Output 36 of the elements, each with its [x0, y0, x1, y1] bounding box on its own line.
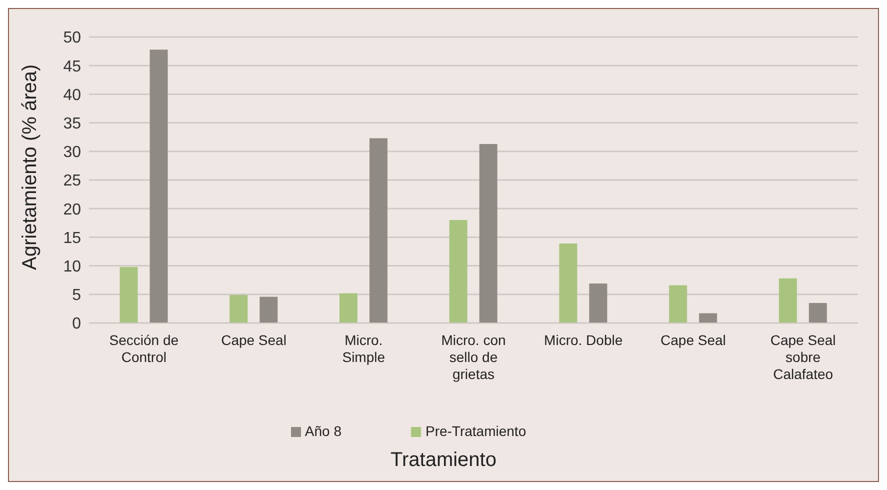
y-tick-label: 15 — [63, 230, 82, 247]
x-axis-title: Tratamiento — [390, 449, 498, 472]
bar — [699, 313, 718, 323]
bar — [120, 266, 138, 323]
bar — [559, 243, 578, 323]
y-tick-label: 25 — [63, 172, 82, 190]
legend-label: Año 8 — [304, 423, 342, 439]
x-tick-label: Cape Seal — [221, 332, 286, 348]
y-tick-label: 10 — [63, 258, 82, 276]
bar — [369, 138, 388, 323]
bar — [260, 296, 278, 323]
bar — [230, 294, 248, 323]
y-tick-label: 40 — [63, 86, 82, 104]
x-tick-label: Micro. Doble — [544, 332, 623, 348]
y-tick-label: 50 — [63, 30, 82, 47]
y-tick-label: 5 — [72, 287, 82, 304]
bar — [808, 302, 827, 323]
y-tick-label: 30 — [63, 144, 82, 162]
bar — [449, 220, 468, 323]
bar — [778, 278, 797, 323]
y-tick-label: 0 — [72, 316, 82, 333]
y-tick-label: 20 — [63, 201, 82, 218]
bar — [589, 284, 608, 323]
x-tick-label: Micro. Simple — [342, 332, 386, 365]
x-tick-label: Sección de Control — [109, 332, 179, 365]
bar — [339, 293, 358, 323]
x-tick-label: Micro. con sello de grietas — [441, 332, 506, 382]
x-tick-label: Cape Seal sobre Calafateo — [770, 332, 836, 382]
bar — [669, 285, 688, 323]
y-tick-label: 45 — [63, 58, 82, 76]
legend-label: Pre-Tratamiento — [425, 423, 526, 439]
y-axis-title: Agrietamiento (% área) — [19, 64, 42, 270]
x-tick-label: Cape Seal — [660, 332, 726, 348]
bar — [150, 50, 168, 323]
bar — [479, 144, 498, 323]
y-tick-label: 35 — [63, 115, 82, 132]
